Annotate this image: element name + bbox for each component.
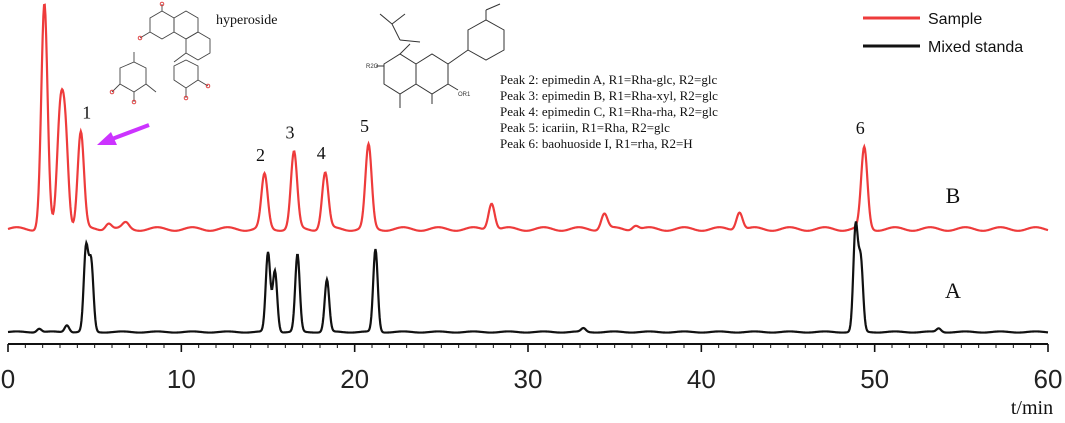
r2o-label: R2O	[366, 64, 379, 70]
peak-number-label: 4	[317, 143, 326, 163]
x-tick-label: 30	[514, 364, 543, 394]
peak-list-line: Peak 2: epimedin A, R1=Rha-glc, R2=glc	[500, 72, 717, 87]
x-tick-label: 10	[167, 364, 196, 394]
legend: Sample Mixed standa	[863, 11, 1023, 56]
x-tick-label: 50	[860, 364, 889, 394]
arrow-head	[97, 132, 117, 145]
arrow-icon	[97, 123, 150, 145]
peak-identification-list: Peak 2: epimedin A, R1=Rha-glc, R2=glc P…	[500, 72, 718, 151]
peak-list-line: Peak 4: epimedin C, R1=Rha-rha, R2=glc	[500, 104, 718, 119]
trace-group	[7, 3, 1049, 334]
arrow-shaft	[111, 123, 150, 141]
peak-number-label: 2	[256, 145, 265, 165]
peak-list-line: Peak 5: icariin, R1=Rha, R2=glc	[500, 120, 670, 135]
or1-label: OR1	[458, 92, 471, 98]
trace-line-sample	[7, 3, 1049, 232]
trace-line-mixed-standard	[7, 221, 1049, 334]
peak-list-line: Peak 6: baohuoside I, R1=rha, R2=H	[500, 136, 693, 151]
x-axis: 0 10 20 30 40 50 60	[1, 343, 1063, 394]
peak-number-label: 5	[360, 116, 369, 136]
peak-number-label: 1	[82, 102, 91, 122]
x-tick-label: 20	[340, 364, 369, 394]
x-tick-label: 40	[687, 364, 716, 394]
peak-number-label: 6	[856, 118, 865, 138]
x-tick-label: 60	[1034, 364, 1063, 394]
hyperoside-structure-icon	[109, 1, 211, 105]
peak-number-label: 3	[286, 123, 295, 143]
x-axis-title: t/min	[1011, 397, 1053, 419]
trace-label-a: A	[945, 278, 961, 303]
legend-label-sample: Sample	[928, 11, 982, 28]
x-axis-ticks: 0 10 20 30 40 50 60	[1, 344, 1063, 394]
peak-labels: 1 2 3 4 5 6	[82, 102, 864, 165]
hyperoside-label: hyperoside	[216, 13, 277, 28]
peak-list-line: Peak 3: epimedin B, R1=Rha-xyl, R2=glc	[500, 88, 718, 103]
flavonoid-structure-icon	[376, 3, 505, 108]
trace-label-b: B	[946, 183, 961, 208]
legend-label-mixed-standard: Mixed standa	[928, 39, 1023, 56]
x-tick-label: 0	[1, 364, 15, 394]
